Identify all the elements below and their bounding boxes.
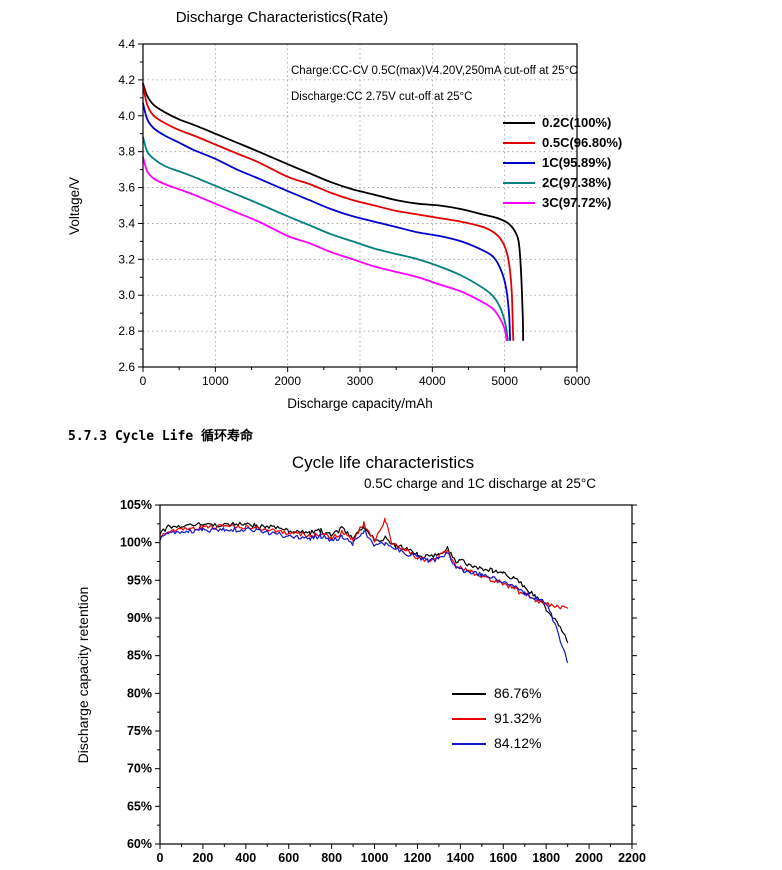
discharge-rate-chart: 0 1000 2000 3000 4000 5000 6000 2.6 2.8 3.0 3.2 3.4… — [67, 9, 622, 411]
series-group — [142, 82, 524, 342]
y-tick-label: 3.6 — [118, 181, 135, 195]
x-tick-label: 400 — [235, 851, 256, 865]
y-tick-label: 95% — [127, 573, 152, 587]
x-tick-label: 1200 — [404, 851, 432, 865]
legend-label: 91.32% — [494, 710, 541, 726]
section-heading: 5.7.3 Cycle Life 循环寿命 — [68, 429, 254, 444]
grid — [143, 44, 577, 367]
y-axis-label: Discharge capacity retention — [75, 587, 91, 764]
series-line-84.12% — [159, 526, 569, 663]
series-line-0.2C(100%) — [142, 82, 524, 341]
tick-marks — [138, 43, 578, 372]
cycle-life-group: 0 200 400 600 800 1000 1200 1400 1600 1800 2000 220… — [75, 453, 646, 865]
series-line-91.32% — [159, 517, 569, 610]
y-tick-label: 75% — [127, 724, 152, 738]
series-line-0.5C(96.80%) — [142, 84, 515, 341]
x-tick-label: 2200 — [618, 851, 646, 865]
y-tick-label: 4.0 — [118, 109, 135, 123]
legend-label: 3C(97.72%) — [542, 195, 611, 210]
series-group — [159, 517, 569, 663]
x-tick-label: 1800 — [532, 851, 560, 865]
cycle-life-chart: 0 200 400 600 800 1000 1200 1400 1600 1800 2000 220… — [75, 453, 646, 865]
y-tick-label: 3.0 — [118, 288, 135, 302]
x-tick-label: 2000 — [274, 374, 301, 388]
y-tick-label: 90% — [127, 611, 152, 625]
annotation-line: Discharge:CC 2.75V cut-off at 25°C — [291, 91, 472, 103]
chart-title: Discharge Characteristics(Rate) — [176, 9, 389, 26]
legend-label: 2C(97.38%) — [542, 175, 611, 190]
legend-label: 0.2C(100%) — [542, 115, 611, 130]
legend-label: 86.76% — [494, 685, 541, 701]
legend: 86.76% 91.32% 84.12% — [452, 685, 541, 751]
annotation-line: Charge:CC-CV 0.5C(max)V4.20V,250mA cut-o… — [291, 65, 577, 77]
x-tick-label: 3000 — [347, 374, 374, 388]
x-tick-label: 1600 — [489, 851, 517, 865]
tick-marks — [155, 504, 637, 849]
y-tick-label: 80% — [127, 686, 152, 700]
x-axis-label: Discharge capacity/mAh — [287, 396, 433, 411]
series-line-1C(95.89%) — [142, 102, 511, 341]
y-tick-label: 2.8 — [118, 324, 135, 338]
y-axis-label: Voltage/V — [67, 177, 82, 235]
plot-box — [159, 504, 633, 845]
x-tick-label: 1400 — [446, 851, 474, 865]
y-tick-label: 4.4 — [118, 37, 135, 51]
x-tick-label: 600 — [278, 851, 299, 865]
x-tick-label: 200 — [192, 851, 213, 865]
y-tick-label: 65% — [127, 799, 152, 813]
y-tick-label: 2.6 — [118, 360, 135, 374]
y-tick-label: 4.2 — [118, 73, 135, 87]
legend: 0.2C(100%) 0.5C(96.80%) 1C(95.89%) 2C(97.38… — [503, 115, 622, 210]
y-tick-label: 100% — [120, 536, 152, 550]
x-tick-label: 1000 — [361, 851, 389, 865]
x-tick-label: 1000 — [202, 374, 229, 388]
y-tick-label: 3.4 — [118, 216, 135, 230]
x-tick-label: 0 — [140, 374, 147, 388]
series-line-2C(97.38%) — [142, 136, 509, 342]
y-tick-label: 105% — [120, 498, 152, 512]
y-tick-label: 60% — [127, 837, 152, 851]
y-tick-label: 3.8 — [118, 145, 135, 159]
x-tick-label: 0 — [157, 851, 164, 865]
y-tick-label: 3.2 — [118, 252, 135, 266]
x-tick-label: 5000 — [491, 374, 518, 388]
legend-label: 1C(95.89%) — [542, 155, 611, 170]
x-tick-label: 6000 — [564, 374, 591, 388]
x-tick-label: 2000 — [575, 851, 603, 865]
legend-label: 0.5C(96.80%) — [542, 135, 622, 150]
y-tick-label: 70% — [127, 762, 152, 776]
x-tick-label: 4000 — [419, 374, 446, 388]
series-line-3C(97.72%) — [142, 156, 508, 341]
legend-label: 84.12% — [494, 735, 541, 751]
y-tick-label: 85% — [127, 649, 152, 663]
chart-subtitle: 0.5C charge and 1C discharge at 25°C — [364, 476, 596, 491]
series-line-86.76% — [159, 521, 569, 643]
x-tick-label: 800 — [321, 851, 342, 865]
discharge-rate-group: 0 1000 2000 3000 4000 5000 6000 2.6 2.8 3.0 3.2 3.4… — [67, 9, 622, 411]
chart-title: Cycle life characteristics — [292, 453, 474, 472]
